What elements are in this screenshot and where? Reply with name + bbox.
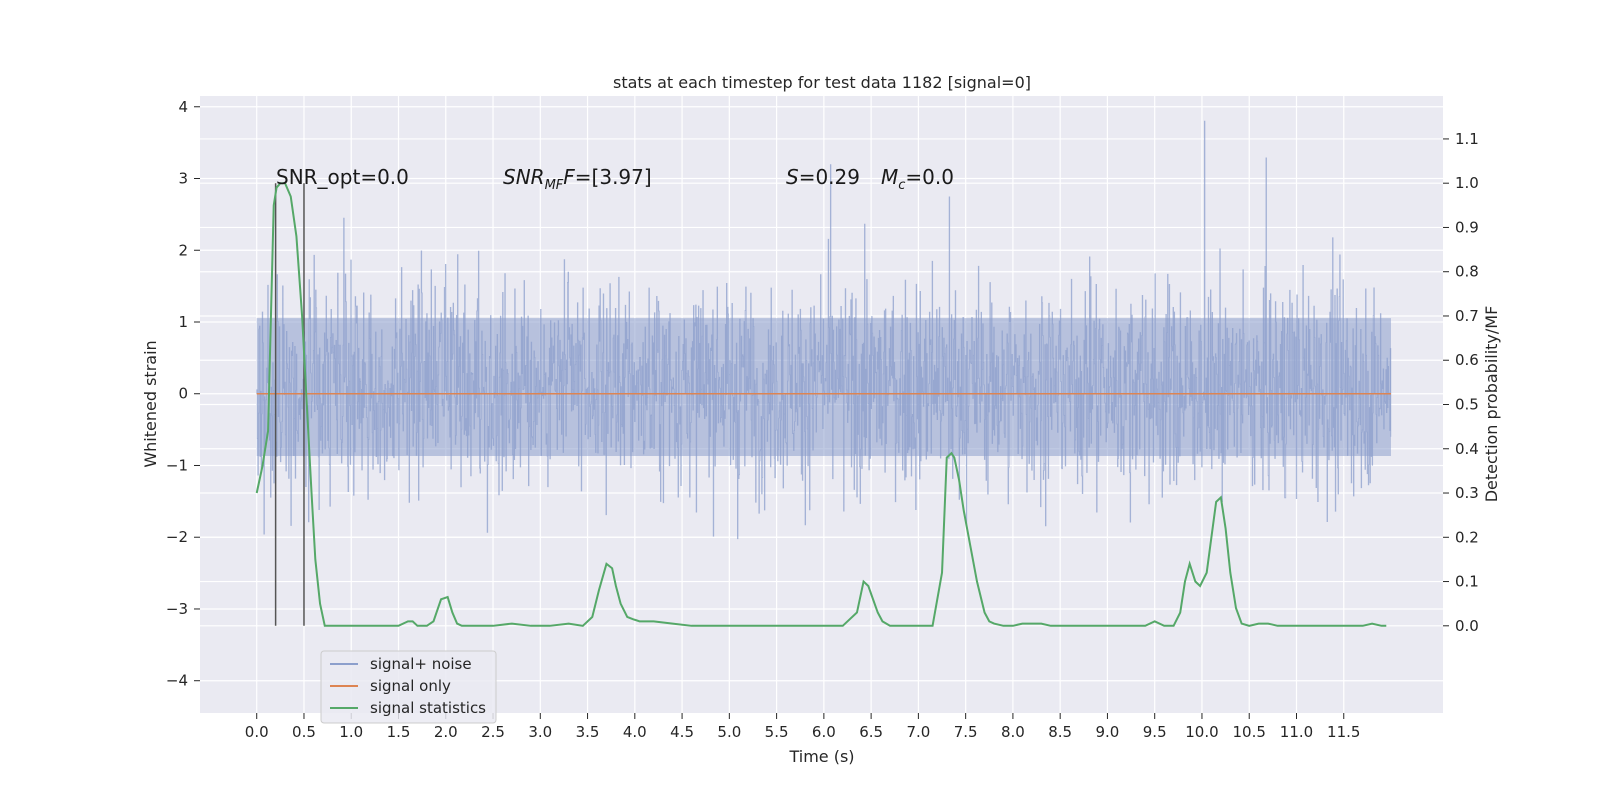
yr-tick-label-0: 0.0	[1455, 617, 1479, 635]
yl-tick-label-8: 4	[178, 98, 188, 116]
yr-tick-label-9: 0.9	[1455, 218, 1479, 236]
x-tick-label-16: 8.0	[1001, 723, 1025, 741]
x-tick-label-9: 4.5	[670, 723, 694, 741]
x-tick-label-8: 4.0	[623, 723, 647, 741]
yl-tick-label-3: −1	[166, 456, 188, 474]
yr-tick-label-8: 0.8	[1455, 263, 1479, 281]
yr-tick-label-1: 0.1	[1455, 573, 1479, 591]
y-ticks-left: −4 −3 −2 −1 0 1 2 3 4	[166, 98, 200, 690]
yr-tick-label-7: 0.7	[1455, 307, 1479, 325]
legend-label-signal-statistics: signal statistics	[370, 699, 486, 717]
yr-tick-label-2: 0.2	[1455, 528, 1479, 546]
yl-tick-label-6: 2	[178, 241, 188, 259]
x-tick-label-2: 1.0	[339, 723, 363, 741]
yl-tick-label-0: −4	[166, 672, 188, 690]
mc-value: =0.0	[905, 165, 954, 189]
x-tick-label-1: 0.5	[292, 723, 316, 741]
mc-sub: c	[898, 178, 905, 193]
annotation-s: S=0.29	[786, 165, 860, 189]
x-tick-label-15: 7.5	[954, 723, 978, 741]
yr-tick-label-4: 0.4	[1455, 440, 1479, 458]
yl-tick-label-1: −3	[166, 600, 188, 618]
x-tick-label-7: 3.5	[576, 723, 600, 741]
annotation-mc: Mc=0.0	[881, 165, 954, 193]
x-tick-label-13: 6.5	[859, 723, 883, 741]
x-tick-label-4: 2.0	[434, 723, 458, 741]
x-axis-label: Time (s)	[788, 747, 854, 766]
x-tick-label-0: 0.0	[245, 723, 269, 741]
legend-label-signal-plus-noise: signal+ noise	[370, 655, 472, 673]
annotation-snr-opt: SNR_opt=0.0	[276, 165, 409, 189]
yr-tick-label-5: 0.5	[1455, 396, 1479, 414]
yl-tick-label-4: 0	[178, 385, 188, 403]
snr-mf-name: SNR	[503, 165, 545, 189]
vertical-markers	[274, 183, 305, 626]
x-tick-label-22: 11.0	[1280, 723, 1313, 741]
snr-mf-f: F	[563, 165, 575, 189]
y-ticks-right: 0.0 0.1 0.2 0.3 0.4 0.5 0.6 0.7 0.8 0.9 1.0 1.1	[1443, 130, 1479, 635]
x-tick-label-19: 9.5	[1143, 723, 1167, 741]
x-tick-label-3: 1.5	[387, 723, 411, 741]
yl-tick-label-2: −2	[166, 528, 188, 546]
x-tick-label-18: 9.0	[1096, 723, 1120, 741]
mc-name: M	[881, 165, 898, 189]
yl-tick-label-7: 3	[178, 170, 188, 188]
s-value: =0.29	[799, 165, 860, 189]
y-axis-label-left: Whitened strain	[141, 340, 160, 467]
x-tick-label-23: 11.5	[1327, 723, 1360, 741]
x-tick-label-10: 5.0	[717, 723, 741, 741]
yr-tick-label-11: 1.1	[1455, 130, 1479, 148]
x-tick-label-21: 10.5	[1233, 723, 1266, 741]
yr-tick-label-3: 0.3	[1455, 484, 1479, 502]
x-tick-label-14: 7.0	[906, 723, 930, 741]
x-tick-label-17: 8.5	[1048, 723, 1072, 741]
chart-title: stats at each timestep for test data 118…	[613, 73, 1031, 92]
legend-label-signal-only: signal only	[370, 677, 451, 695]
snr-mf-value: =[3.97]	[575, 165, 652, 189]
yl-tick-label-5: 1	[178, 313, 188, 331]
snr-mf-sub: MF	[545, 178, 564, 193]
y-axis-label-right: Detection probability/MF	[1482, 306, 1501, 503]
yr-tick-label-10: 1.0	[1455, 174, 1479, 192]
x-tick-label-6: 3.0	[528, 723, 552, 741]
x-ticks: 0.0 0.5 1.0 1.5 2.0 2.5 3.0 3.5 4.0 4.5 5.0 5.5 6.0 6…	[245, 713, 1360, 741]
series-signal-statistics	[255, 182, 1387, 627]
series-signal-plus-noise	[256, 120, 1392, 540]
x-tick-label-12: 6.0	[812, 723, 836, 741]
signal-plus-noise-core	[256, 318, 1392, 457]
legend: signal+ noise signal only signal statist…	[320, 650, 497, 724]
legend-box	[320, 650, 497, 724]
yr-tick-label-6: 0.6	[1455, 351, 1479, 369]
annotation-snr-mf: SNRMFF=[3.97]	[503, 165, 652, 193]
s-name: S	[786, 165, 799, 189]
x-tick-label-11: 5.5	[765, 723, 789, 741]
x-tick-label-20: 10.0	[1185, 723, 1218, 741]
x-tick-label-5: 2.5	[481, 723, 505, 741]
